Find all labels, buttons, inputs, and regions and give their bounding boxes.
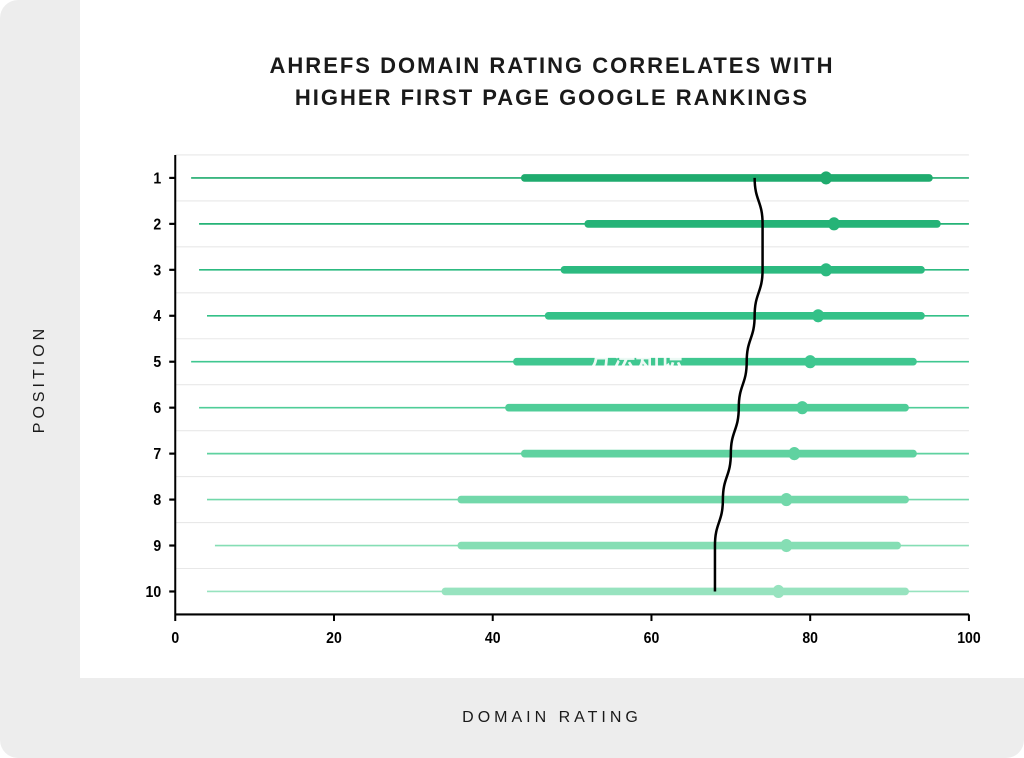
boxplot-row [191, 171, 969, 184]
y-axis-strip: POSITION [0, 0, 80, 758]
svg-text:60: 60 [644, 630, 660, 647]
svg-text:100: 100 [957, 630, 980, 647]
y-axis-label: POSITION [31, 325, 49, 433]
svg-text:20: 20 [326, 630, 342, 647]
svg-text:4: 4 [153, 309, 162, 326]
svg-text:9: 9 [153, 538, 161, 555]
x-axis-strip: DOMAIN RATING [80, 678, 1024, 758]
svg-text:0: 0 [171, 630, 179, 647]
svg-text:40: 40 [485, 630, 501, 647]
svg-text:2: 2 [153, 217, 161, 234]
boxplot-row [207, 585, 969, 598]
boxplot-row [199, 263, 969, 276]
boxplot-row [207, 493, 969, 506]
chart-title: AHREFS DOMAIN RATING CORRELATES WITH HIG… [160, 50, 944, 114]
boxplot-row [191, 355, 969, 368]
boxplot-row [199, 401, 969, 414]
chart-card: POSITION AHREFS DOMAIN RATING CORRELATES… [0, 0, 1024, 758]
svg-text:3: 3 [153, 263, 161, 280]
svg-text:5: 5 [153, 354, 161, 371]
svg-text:6: 6 [153, 400, 161, 417]
svg-text:1: 1 [153, 171, 161, 188]
svg-text:7: 7 [153, 446, 161, 463]
svg-text:8: 8 [153, 492, 161, 509]
watermark: 方法知识 [587, 344, 683, 374]
boxplot-svg: 0 20 40 60 80 100 1 2 3 4 5 6 7 8 9 10 方法知识 [120, 144, 984, 658]
boxplot-row [215, 539, 969, 552]
svg-text:80: 80 [802, 630, 818, 647]
chart-plot-area: 0 20 40 60 80 100 1 2 3 4 5 6 7 8 9 10 方法知识 [120, 144, 984, 658]
title-line-2: HIGHER FIRST PAGE GOOGLE RANKINGS [295, 85, 809, 110]
chart-main: AHREFS DOMAIN RATING CORRELATES WITH HIG… [80, 0, 1024, 678]
x-axis-label: DOMAIN RATING [462, 709, 642, 727]
title-line-1: AHREFS DOMAIN RATING CORRELATES WITH [270, 53, 835, 78]
boxplot-row [207, 309, 969, 322]
boxplot-row [207, 447, 969, 460]
boxplot-row [199, 217, 969, 230]
svg-text:10: 10 [146, 584, 162, 601]
